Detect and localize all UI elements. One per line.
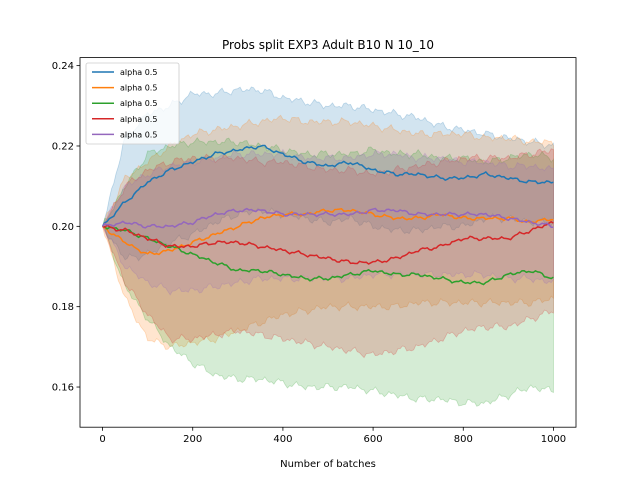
x-tick-label: 200	[183, 434, 202, 445]
legend: alpha 0.5 alpha 0.5 alpha 0.5 alpha 0.5 alph…	[85, 62, 180, 145]
line-series-1	[101, 144, 554, 227]
y-tick-label: 0.20	[52, 222, 74, 233]
x-tick-label: 0	[99, 434, 105, 445]
line-series-4	[102, 220, 554, 265]
legend-label-1: alpha 0.5	[120, 68, 157, 77]
y-axis: 0.16 0.18 0.20 0.22 0.24	[52, 61, 80, 394]
x-tick-label: 600	[364, 434, 383, 445]
x-tick-label: 1000	[541, 434, 566, 445]
y-tick-label: 0.16	[52, 383, 74, 394]
legend-box	[85, 62, 180, 145]
y-tick-label: 0.24	[52, 61, 74, 72]
legend-label-4: alpha 0.5	[120, 115, 157, 124]
line-series-5	[101, 207, 554, 229]
band-series-5	[102, 148, 554, 296]
legend-label-5: alpha 0.5	[120, 130, 157, 139]
band-series-3	[102, 137, 554, 407]
legend-label-3: alpha 0.5	[120, 99, 157, 108]
band-series-4	[102, 148, 554, 359]
confidence-bands	[102, 86, 554, 407]
band-series-2	[102, 114, 554, 350]
x-tick-label: 400	[273, 434, 292, 445]
y-tick-label: 0.22	[52, 141, 74, 152]
x-axis-label: Number of batches	[280, 459, 376, 470]
plot-frame	[79, 57, 577, 428]
x-axis: 0 200 400 600 800 1000	[99, 427, 566, 445]
y-tick-label: 0.18	[52, 302, 74, 313]
series-lines	[101, 144, 554, 286]
x-tick-label: 800	[454, 434, 473, 445]
legend-label-2: alpha 0.5	[120, 84, 157, 93]
chart-title: Probs split EXP3 Adult B10 N 10_10	[222, 38, 434, 52]
